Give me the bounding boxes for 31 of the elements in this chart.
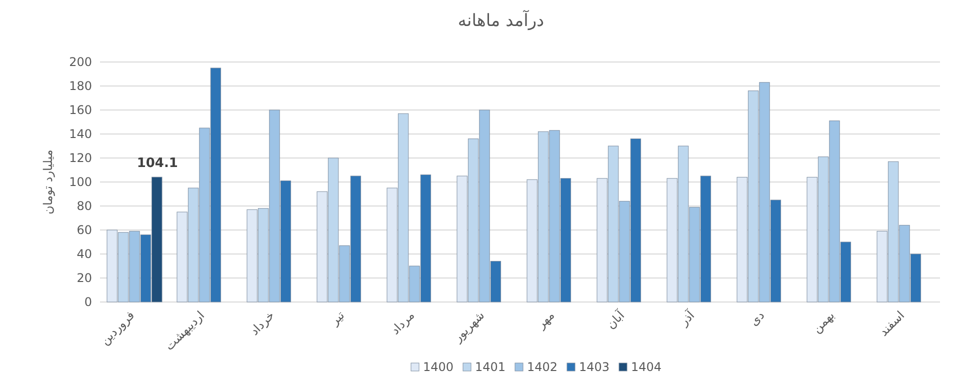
legend-label: 1401 — [475, 360, 506, 374]
y-tick-label: 140 — [69, 127, 92, 141]
y-tick-label: 180 — [69, 79, 92, 93]
x-tick-label: بهمن — [810, 308, 838, 336]
x-tick-label: تیر — [326, 308, 348, 328]
x-tick-label: فروردین — [98, 308, 138, 348]
x-tick-label: مهر — [533, 308, 558, 332]
y-axis-title: میلیارد تومان — [41, 150, 55, 214]
y-tick-label: 60 — [76, 223, 92, 237]
x-tick-label: اردیبهشت — [162, 308, 208, 354]
x-tick-label: دی — [746, 308, 768, 329]
x-tick-label: آبان — [602, 307, 628, 332]
y-tick-label: 80 — [76, 199, 92, 213]
y-tick-label: 20 — [76, 271, 92, 285]
x-tick-label: مرداد — [388, 308, 418, 338]
y-tick-label: 0 — [84, 295, 92, 309]
chart-title: درآمد ماهانه — [458, 10, 544, 31]
legend-label: 1402 — [527, 360, 558, 374]
y-tick-label: 200 — [69, 55, 92, 69]
x-tick-label: خرداد — [247, 308, 278, 338]
y-tick-label: 120 — [69, 151, 92, 165]
legend-label: 1404 — [631, 360, 662, 374]
data-label: 104.1 — [136, 156, 178, 172]
x-tick-label: اسفند — [876, 308, 908, 339]
y-tick-label: 40 — [76, 247, 92, 261]
y-tick-label: 160 — [69, 103, 92, 117]
legend-label: 1400 — [423, 360, 454, 374]
legend-label: 1403 — [579, 360, 610, 374]
x-tick-label: شهریور — [450, 308, 488, 346]
x-tick-label: آذر — [676, 307, 698, 330]
y-tick-label: 100 — [69, 175, 92, 189]
